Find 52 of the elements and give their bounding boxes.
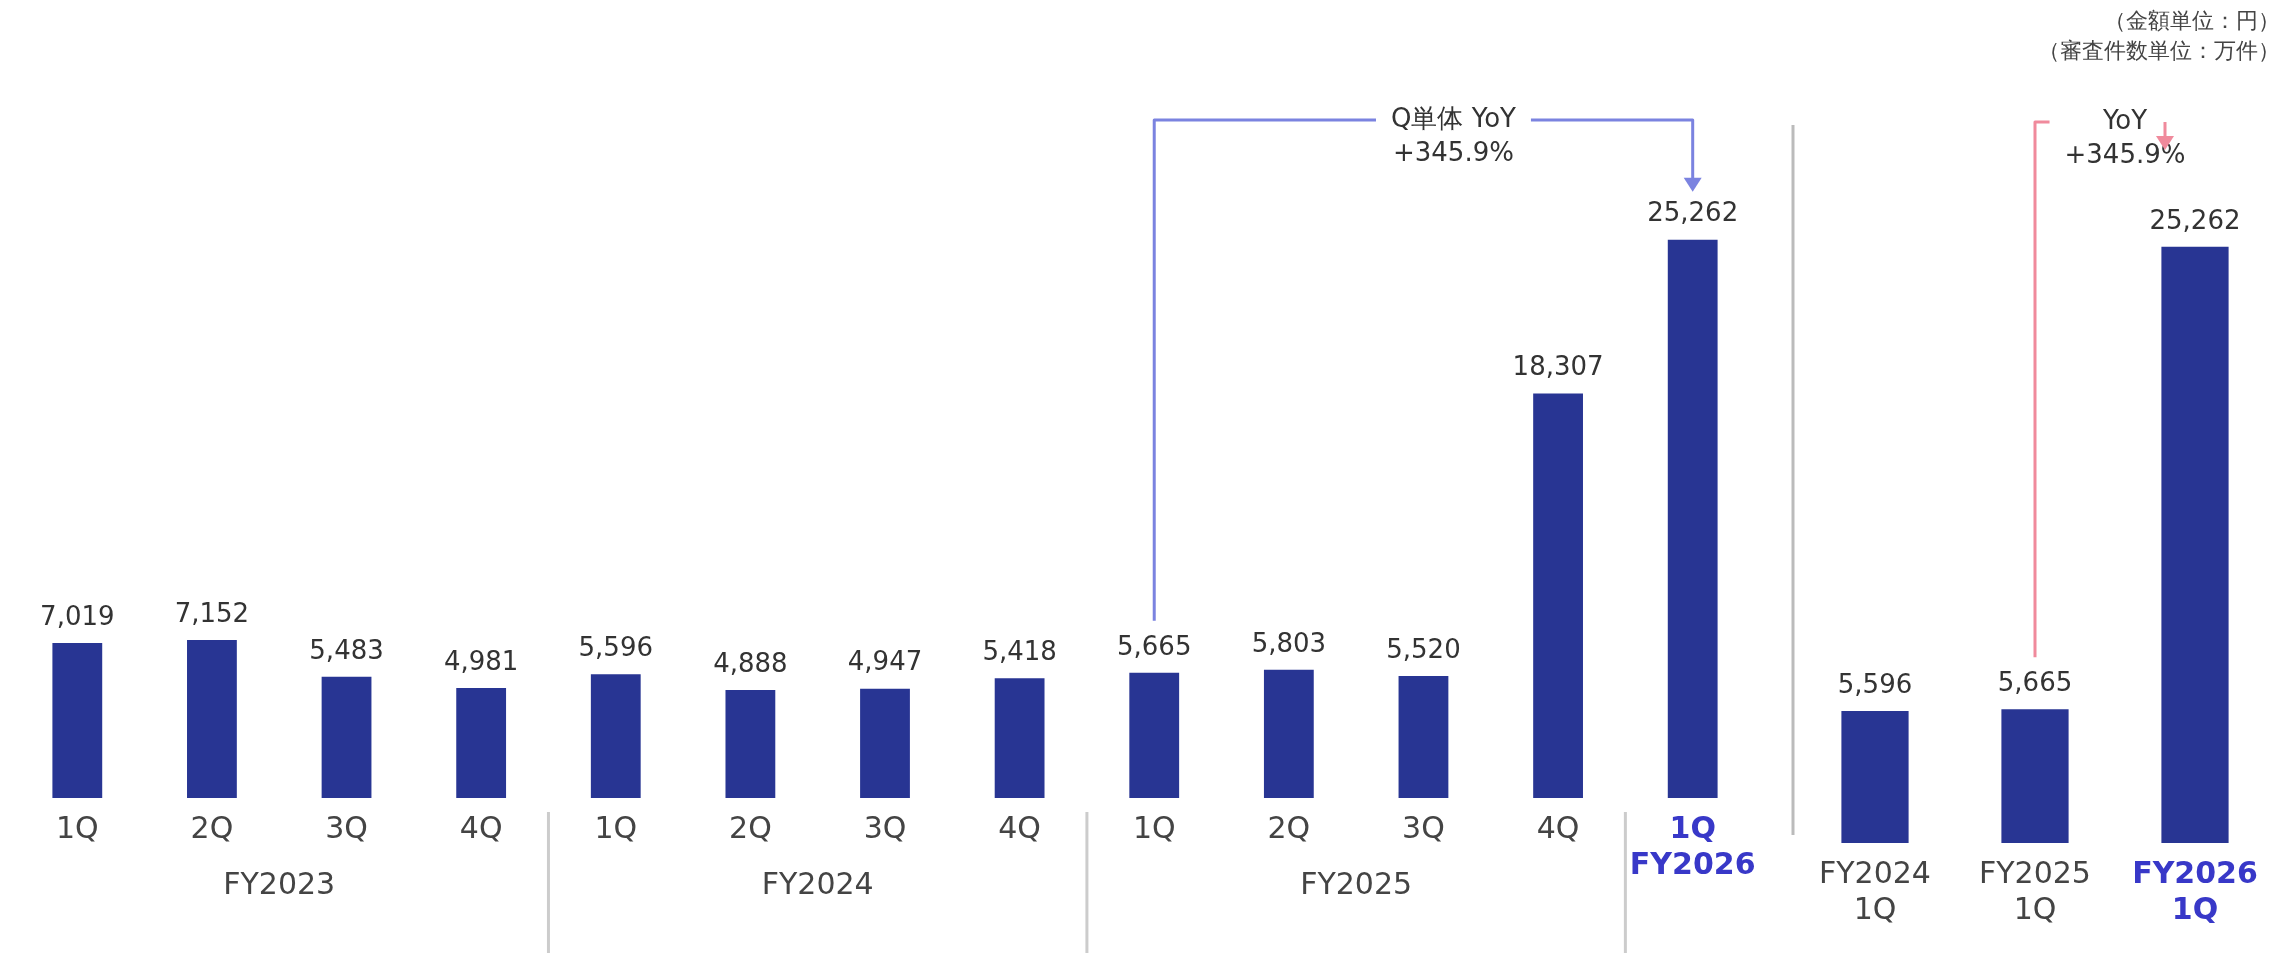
text: （審査件数単位：万件） [2038, 37, 2280, 63]
data-label: 4,981 [443, 645, 519, 676]
text: FY2024 [761, 865, 874, 901]
x-tick-label: 4Q [459, 809, 503, 845]
bar [1667, 239, 1718, 798]
data-label: 25,262 [2149, 204, 2241, 235]
x-tick-label: FY2025 1Q [1979, 854, 2091, 926]
x-tick-label: 2Q [190, 809, 234, 845]
data-label: 5,665 [1117, 630, 1192, 661]
data-label: 4,888 [713, 647, 788, 678]
bar [1129, 672, 1180, 798]
bar [860, 688, 910, 798]
x-tick-label: 4Q [1536, 809, 1580, 845]
data-label: 5,483 [309, 634, 384, 665]
bar [456, 687, 507, 798]
text: （金額単位：円） [2104, 7, 2280, 33]
data-label: 5,665 [1997, 667, 2073, 698]
bar [1533, 393, 1583, 798]
data-label: 5,520 [1386, 633, 1461, 664]
x-tick-label: 3Q [1402, 809, 1445, 845]
x-tick-label: FY2024 1Q [1819, 854, 1931, 926]
data-label: 7,019 [40, 600, 115, 631]
text: YoY +345.9% [2064, 104, 2186, 169]
bar [590, 674, 641, 798]
data-label: 7,152 [174, 597, 250, 628]
bar [187, 639, 237, 798]
data-label: 18,307 [1512, 351, 1604, 382]
text: Q単体 YoY +345.9% [1390, 102, 1517, 167]
x-tick-label: 3Q [863, 809, 907, 845]
x-tick-label: 1Q [594, 809, 638, 845]
text: FY2025 [1300, 865, 1413, 901]
data-label: 25,262 [1647, 197, 1739, 228]
x-tick-label: FY2026 1Q [2132, 854, 2258, 926]
bar [994, 678, 1045, 798]
bar [1263, 669, 1314, 798]
x-tick-label: 4Q [998, 809, 1041, 845]
x-tick-label: 1Q [55, 809, 99, 845]
bar [321, 676, 372, 798]
text: FY2023 [223, 865, 336, 901]
data-label: 5,418 [982, 636, 1057, 667]
data-label: 4,947 [847, 646, 923, 677]
bar [1398, 676, 1449, 798]
data-label: 5,596 [578, 632, 653, 663]
bar [725, 689, 776, 798]
x-tick-label: 2Q [729, 809, 772, 845]
x-tick-label: 1Q [1132, 809, 1176, 845]
bar [52, 642, 103, 798]
x-tick-label: 1Q FY2026 [1629, 809, 1756, 881]
data-label: 5,596 [1837, 668, 1913, 699]
x-tick-label: 2Q [1267, 809, 1311, 845]
data-label: 5,803 [1251, 627, 1327, 658]
x-tick-label: 3Q [325, 809, 368, 845]
